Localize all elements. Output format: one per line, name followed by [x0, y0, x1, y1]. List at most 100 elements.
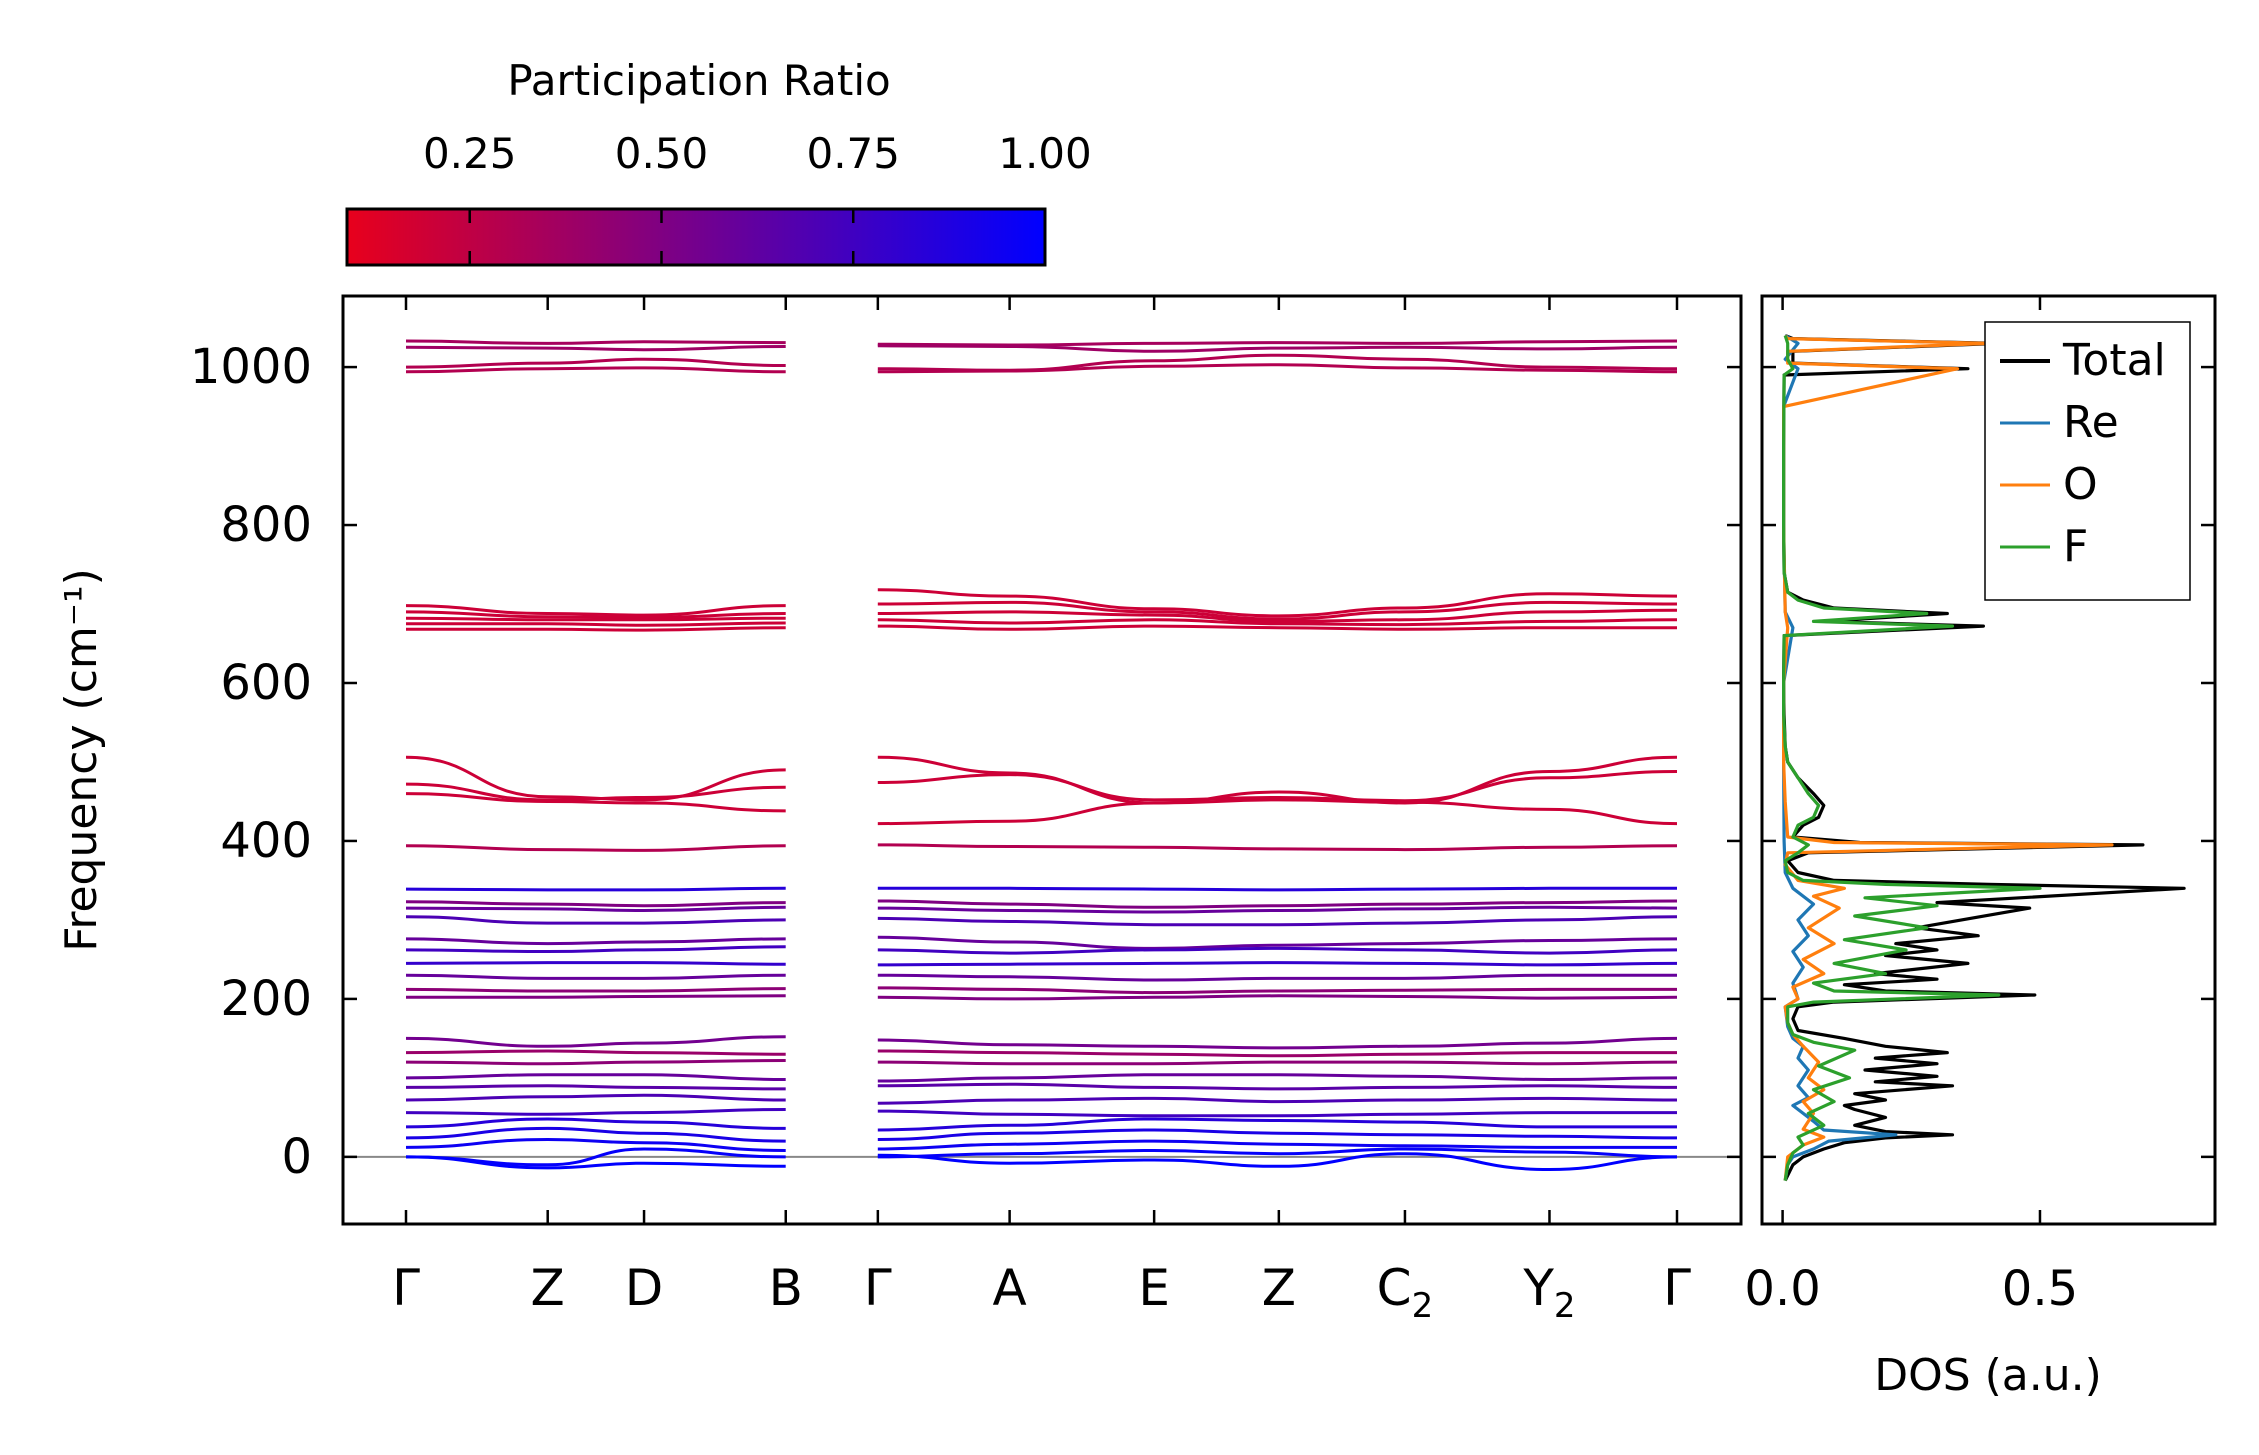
- phonon-band: [877, 915, 1678, 927]
- phonon-band: [877, 755, 1678, 805]
- legend-box: [1984, 321, 2191, 601]
- phonon-band: [877, 1049, 1677, 1058]
- phonon-band: [405, 1093, 786, 1102]
- dos-series-re: [1781, 334, 1898, 1181]
- phonon-band: [877, 1082, 1678, 1091]
- colorbar-gradient: [345, 207, 1047, 267]
- colorbar-ticks: 0.25 0.50 0.75 1.00: [423, 129, 1092, 265]
- x-tick-label: D: [625, 1259, 664, 1317]
- phonon-band: [877, 1109, 1677, 1118]
- phonon-band: [405, 1155, 786, 1170]
- colorbar-tick-label: 0.75: [806, 129, 900, 178]
- phonon-band: [405, 1117, 786, 1130]
- phonon-band: [405, 1035, 786, 1048]
- x-tick-label: Z: [1262, 1259, 1296, 1317]
- colorbar-tick-label: 0.50: [615, 129, 709, 178]
- x-tick-label: Z: [531, 1259, 565, 1317]
- band-lines: [343, 339, 1741, 1172]
- dos-series-f: [1781, 335, 2042, 1181]
- phonon-band: [877, 899, 1678, 909]
- x-tick-label: B: [769, 1259, 803, 1317]
- phonon-band: [877, 1060, 1678, 1066]
- x-tick-label: A: [993, 1259, 1027, 1317]
- dos-panel: 0.0 0.5 DOS (a.u.) Total Re OF: [1744, 294, 2217, 1401]
- phonon-band: [877, 986, 1677, 995]
- phonon-band: [877, 935, 1678, 950]
- y-tick-label: 800: [220, 497, 312, 553]
- phonon-band: [877, 618, 1678, 627]
- dos-lines: [1781, 334, 2186, 1182]
- phonon-band: [405, 755, 786, 802]
- phonon-band: [406, 626, 786, 632]
- phonon-band: [405, 844, 786, 852]
- x-tick-label: E: [1138, 1259, 1170, 1317]
- x-tick-label: Γ: [864, 1259, 892, 1317]
- phonon-band: [406, 621, 786, 627]
- phonon-band: [877, 1152, 1678, 1172]
- band-axes: 0 200 400 600 800 1000 Γ Z D B Γ A E Z C2 Y2 Γ: [190, 296, 1741, 1326]
- phonon-band: [405, 345, 786, 352]
- phonon-band: [405, 915, 786, 925]
- colorbar: Participation Ratio 0.25 0.50 0.75 1.00: [345, 56, 1092, 267]
- phonon-band: [405, 339, 786, 345]
- phonon-band: [877, 1128, 1678, 1141]
- phonon-band: [877, 798, 1678, 826]
- legend-label-total: Total: [2062, 335, 2166, 386]
- x-axis-label-dos: DOS (a.u.): [1874, 1350, 2102, 1401]
- legend-label-o: O: [2063, 459, 2098, 510]
- phonon-band: [405, 616, 786, 622]
- phonon-band: [405, 792, 786, 813]
- y-tick-label: 1000: [190, 339, 312, 395]
- x-tick-label: Y2: [1522, 1259, 1575, 1326]
- phonon-band: [877, 946, 1678, 955]
- phonon-band: [405, 1084, 786, 1091]
- phonon-band: [877, 994, 1678, 1001]
- colorbar-tick-label: 1.00: [998, 129, 1092, 178]
- dos-x-tick-label: 0.0: [1744, 1261, 1820, 1317]
- phonon-band: [405, 1137, 786, 1152]
- y-tick-label: 400: [220, 813, 312, 869]
- phonon-band: [405, 1073, 786, 1081]
- phonon-band: [877, 886, 1677, 892]
- phonon-band: [405, 900, 786, 908]
- dos-axes: 0.0 0.5: [1744, 296, 2215, 1317]
- phonon-band: [406, 994, 786, 999]
- phonon-band: [405, 366, 786, 374]
- phonon-band: [877, 588, 1678, 618]
- phonon-band: [405, 357, 786, 369]
- dos-plot-frame: [1760, 294, 2217, 1226]
- phonon-band: [405, 1059, 786, 1066]
- y-axis-label: Frequency (cm⁻¹): [56, 568, 107, 952]
- phonon-band: [405, 1126, 786, 1143]
- colorbar-tick-label: 0.25: [423, 129, 517, 178]
- phonon-band: [405, 987, 786, 993]
- phonon-band: [877, 1096, 1678, 1105]
- phonon-band: [877, 1139, 1677, 1151]
- phonon-band: [877, 973, 1677, 982]
- y-tick-label: 200: [220, 971, 312, 1027]
- phonon-band: [405, 905, 786, 913]
- phonon-band: [877, 905, 1678, 914]
- y-tick-label: 600: [220, 655, 312, 711]
- colorbar-label: Participation Ratio: [507, 56, 890, 105]
- band-structure-panel: 0 200 400 600 800 1000 Γ Z D B Γ A E Z C2 Y2 Γ Frequency…: [56, 294, 1743, 1326]
- phonon-band: [405, 961, 786, 966]
- phonon-band: [405, 782, 786, 802]
- phonon-band: [877, 961, 1678, 967]
- phonon-band: [877, 1117, 1677, 1132]
- phonon-band: [877, 608, 1678, 623]
- phonon-band: [877, 624, 1677, 631]
- phonon-band: [877, 770, 1678, 803]
- phonon-band: [877, 600, 1678, 621]
- legend-items: Total Re OF: [2000, 335, 2166, 572]
- x-tick-label: Γ: [392, 1259, 420, 1317]
- phonon-band: [877, 339, 1678, 347]
- phonon-band: [405, 1108, 786, 1116]
- legend-label-re: Re: [2063, 397, 2119, 448]
- phonon-band: [405, 973, 786, 980]
- band-plot-frame: [341, 294, 1743, 1226]
- phonon-band: [877, 843, 1678, 852]
- phonon-band: [405, 886, 786, 892]
- phonon-band: [405, 945, 786, 954]
